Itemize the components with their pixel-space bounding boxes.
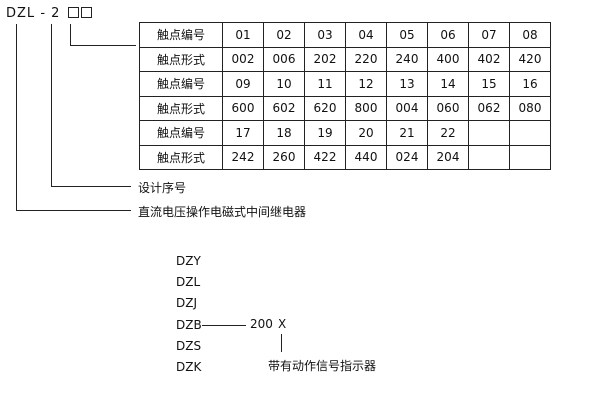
table-cell: 004 bbox=[386, 95, 428, 121]
table-cell bbox=[509, 120, 551, 146]
table-cell: 202 bbox=[304, 46, 346, 72]
row-label: 触点形式 bbox=[139, 144, 223, 170]
connector-line bbox=[281, 334, 282, 352]
table-cell: 204 bbox=[427, 144, 469, 170]
table-cell: 20 bbox=[345, 120, 387, 146]
table-cell: 400 bbox=[427, 46, 469, 72]
leader-line bbox=[16, 210, 131, 211]
table-cell: 22 bbox=[427, 120, 469, 146]
row-label: 触点编号 bbox=[139, 22, 223, 48]
table-cell: 04 bbox=[345, 22, 387, 48]
table-cell bbox=[468, 144, 510, 170]
table-cell: 240 bbox=[386, 46, 428, 72]
leader-line bbox=[70, 24, 71, 45]
table-cell: 12 bbox=[345, 71, 387, 97]
table-row: 触点形式 242 260 422 440 024 204 bbox=[139, 144, 551, 170]
table-cell: 062 bbox=[468, 95, 510, 121]
table-cell bbox=[509, 144, 551, 170]
model-digit: 2 bbox=[51, 6, 61, 21]
table-cell: 620 bbox=[304, 95, 346, 121]
table-cell: 602 bbox=[263, 95, 305, 121]
row-label: 触点形式 bbox=[139, 95, 223, 121]
table-cell: 05 bbox=[386, 22, 428, 48]
table-cell: 242 bbox=[222, 144, 264, 170]
table-row: 触点形式 002 006 202 220 240 400 402 420 bbox=[139, 46, 551, 72]
placeholder-box bbox=[80, 7, 92, 18]
relay-type-label: 直流电压操作电磁式中间继电器 bbox=[138, 205, 307, 219]
table-cell: 024 bbox=[386, 144, 428, 170]
table-cell: 15 bbox=[468, 71, 510, 97]
contact-table: 触点编号 01 02 03 04 05 06 07 08 触点形式 002 006 202 220 240 4… bbox=[139, 22, 551, 170]
series-code: DZS bbox=[176, 338, 202, 353]
design-no-label: 设计序号 bbox=[138, 181, 187, 195]
table-cell: 06 bbox=[427, 22, 469, 48]
table-cell: 16 bbox=[509, 71, 551, 97]
table-cell: 800 bbox=[345, 95, 387, 121]
series-code: DZK bbox=[176, 360, 202, 374]
table-cell: 220 bbox=[345, 46, 387, 72]
table-cell: 19 bbox=[304, 120, 346, 146]
model-dash: - bbox=[40, 6, 47, 21]
table-cell: 402 bbox=[468, 46, 510, 72]
table-cell: 10 bbox=[263, 71, 305, 97]
table-cell: 600 bbox=[222, 95, 264, 121]
table-cell: 17 bbox=[222, 120, 264, 146]
table-cell: 060 bbox=[427, 95, 469, 121]
row-label: 触点编号 bbox=[139, 120, 223, 146]
table-cell: 02 bbox=[263, 22, 305, 48]
suffix-letter: X bbox=[278, 317, 287, 331]
indicator-note: 带有动作信号指示器 bbox=[268, 359, 377, 373]
table-row: 触点编号 01 02 03 04 05 06 07 08 bbox=[139, 22, 551, 48]
table-cell: 002 bbox=[222, 46, 264, 72]
leader-line bbox=[70, 45, 136, 46]
row-label: 触点编号 bbox=[139, 71, 223, 97]
table-cell: 440 bbox=[345, 144, 387, 170]
table-cell: 08 bbox=[509, 22, 551, 48]
table-cell: 01 bbox=[222, 22, 264, 48]
table-cell bbox=[468, 120, 510, 146]
series-code: DZB bbox=[176, 317, 202, 332]
table-row: 触点形式 600 602 620 800 004 060 062 080 bbox=[139, 95, 551, 121]
placeholder-box bbox=[67, 7, 79, 18]
connector-line bbox=[202, 325, 246, 326]
table-cell: 11 bbox=[304, 71, 346, 97]
table-cell: 14 bbox=[427, 71, 469, 97]
leader-line bbox=[16, 24, 17, 210]
table-cell: 21 bbox=[386, 120, 428, 146]
series-code: DZY bbox=[176, 254, 201, 268]
suffix-number: 200 bbox=[250, 317, 273, 331]
table-cell: 09 bbox=[222, 71, 264, 97]
table-row: 触点编号 17 18 19 20 21 22 bbox=[139, 120, 551, 146]
table-cell: 07 bbox=[468, 22, 510, 48]
series-code: DZL bbox=[176, 275, 201, 290]
leader-line bbox=[51, 186, 131, 187]
series-code: DZJ bbox=[176, 296, 197, 311]
table-cell: 03 bbox=[304, 22, 346, 48]
table-row: 触点编号 09 10 11 12 13 14 15 16 bbox=[139, 71, 551, 97]
table-cell: 422 bbox=[304, 144, 346, 170]
table-cell: 080 bbox=[509, 95, 551, 121]
leader-line bbox=[51, 24, 52, 186]
table-cell: 13 bbox=[386, 71, 428, 97]
table-cell: 420 bbox=[509, 46, 551, 72]
table-cell: 006 bbox=[263, 46, 305, 72]
table-cell: 260 bbox=[263, 144, 305, 170]
model-code: DZL - 2 bbox=[6, 6, 92, 21]
table-cell: 18 bbox=[263, 120, 305, 146]
model-prefix: DZL bbox=[6, 6, 36, 21]
row-label: 触点形式 bbox=[139, 46, 223, 72]
